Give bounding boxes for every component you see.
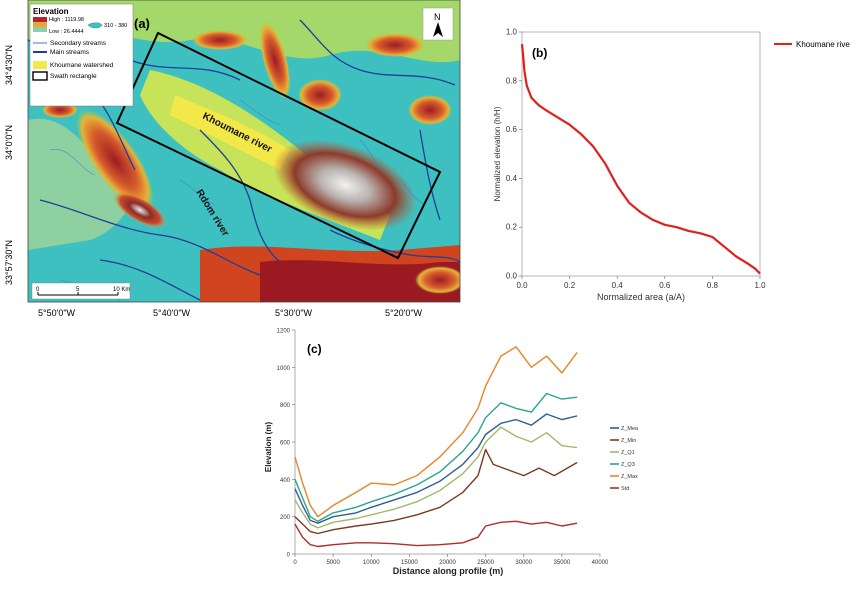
elevation-map-panel: (a) Khoumane river Rdom river N Elevatio… (4, 0, 461, 318)
series-line-z-q1 (294, 426, 578, 529)
x-tick-label: 10000 (363, 560, 380, 566)
series-line-z-mea (294, 413, 578, 524)
lon-tick: 5°50'0"W (38, 308, 76, 318)
legend-entry: Z_Mea (621, 426, 639, 432)
legend-secondary-streams: Secondary streams (50, 40, 107, 47)
x-tick-label: 0.6 (659, 281, 671, 290)
lat-tick: 34°0'0"N (4, 125, 14, 160)
y-tick-label: 800 (280, 403, 291, 409)
hypsometric-curve-panel: 0.0 0.2 0.4 0.6 0.8 1.0 0.0 0.2 0.4 0.6 0.8 1.0 (b)… (493, 28, 850, 303)
x-tick-label: 40000 (592, 560, 609, 566)
y-axis-label: Elevation (m) (264, 422, 273, 473)
x-tick-label: 0.0 (516, 281, 528, 290)
lat-tick: 34°4'30"N (4, 45, 14, 85)
longitude-ticks: 5°50'0"W 5°40'0"W 5°30'0"W 5°20'0"W (38, 308, 423, 318)
scale-tick-10: 10 Km (113, 287, 130, 293)
x-tick-label: 0 (293, 560, 297, 566)
y-tick-label: 1000 (277, 366, 291, 372)
x-tick-label: 0.8 (707, 281, 719, 290)
series-line-khoumane-river (520, 44, 761, 275)
swath-profile-panel: 0 5000 10000 15000 20000 25000 30000 35000 40000… (264, 329, 639, 577)
series-line-z-q3 (294, 392, 578, 522)
x-tick-label: 15000 (401, 560, 418, 566)
plot-area (521, 31, 761, 277)
legend-entry: Z_Max (621, 474, 638, 480)
latitude-ticks: 34°4'30"N 34°0'0"N 33°57'30"N (4, 45, 14, 285)
y-tick-label: 400 (280, 478, 291, 484)
map-panel-label: (a) (134, 16, 150, 31)
legend: Z_Mea Z_Min Z_Q1 Z_Q3 Z_Max Std (610, 426, 639, 492)
legend-entry: Khoumane river (796, 40, 850, 49)
map-legend: Elevation High : 1119.98 Low : 26.4444 3… (29, 3, 134, 107)
x-tick-label: 0.2 (564, 281, 576, 290)
legend-watershed: Khoumane watershed (50, 62, 114, 69)
y-tick-label: 0.6 (506, 125, 518, 134)
y-tick-label: 0.8 (506, 76, 518, 85)
lon-tick: 5°30'0"W (275, 308, 313, 318)
x-tick-label: 35000 (554, 560, 571, 566)
range-swatch-icon (87, 22, 103, 29)
x-tick-label: 1.0 (754, 281, 766, 290)
y-tick-label: 200 (280, 515, 291, 521)
y-tick-label: 0.4 (506, 174, 518, 183)
y-tick-label: 0.2 (506, 223, 518, 232)
legend-high-label: High : 1119.98 (49, 17, 84, 23)
panel-c-label: (c) (307, 342, 322, 356)
legend-entry: Z_Q3 (621, 462, 635, 468)
y-tick-label: 1.0 (506, 28, 518, 37)
x-tick-label: 0.4 (612, 281, 624, 290)
y-tick-label: 0 (287, 553, 291, 559)
north-label: N (434, 12, 441, 22)
series-line-z-min (294, 448, 578, 535)
series-line-z-max (294, 346, 578, 518)
north-arrow: N (422, 7, 454, 41)
lat-tick: 33°57'30"N (4, 240, 14, 285)
x-axis-label: Distance along profile (m) (393, 566, 504, 576)
y-tick-label: 1200 (277, 329, 291, 335)
legend-range-label: 310 - 380 (104, 23, 127, 29)
x-tick-label: 20000 (439, 560, 456, 566)
x-tick-label: 25000 (477, 560, 494, 566)
north-arrow-icon (433, 22, 443, 37)
scale-bar: 0 5 10 Km (31, 282, 130, 300)
lon-tick: 5°40'0"W (153, 308, 191, 318)
series-line-std (294, 520, 578, 548)
legend-entry: Z_Q1 (621, 450, 635, 456)
x-tick-label: 5000 (326, 560, 340, 566)
y-tick-label: 0.0 (506, 272, 518, 281)
legend-entry: Std (621, 486, 629, 492)
elevation-high-swatch (33, 17, 47, 22)
legend-low-label: Low : 26.4444 (49, 29, 84, 35)
legend-entry: Z_Min (621, 438, 636, 444)
scale-tick-0: 0 (36, 287, 40, 293)
y-axis-label: Normalized elevation (h/H) (493, 106, 502, 201)
panel-b-label: (b) (532, 46, 547, 60)
legend: Khoumane river (774, 40, 850, 49)
legend-swath-rectangle: Swath rectangle (50, 73, 97, 80)
legend-title: Elevation (33, 7, 69, 16)
x-axis-label: Normalized area (a/A) (597, 292, 685, 302)
scale-tick-5: 5 (76, 287, 80, 293)
legend-main-streams: Main streams (50, 49, 90, 56)
y-tick-label: 600 (280, 441, 291, 447)
x-tick-label: 30000 (515, 560, 532, 566)
lon-tick: 5°20'0"W (385, 308, 423, 318)
